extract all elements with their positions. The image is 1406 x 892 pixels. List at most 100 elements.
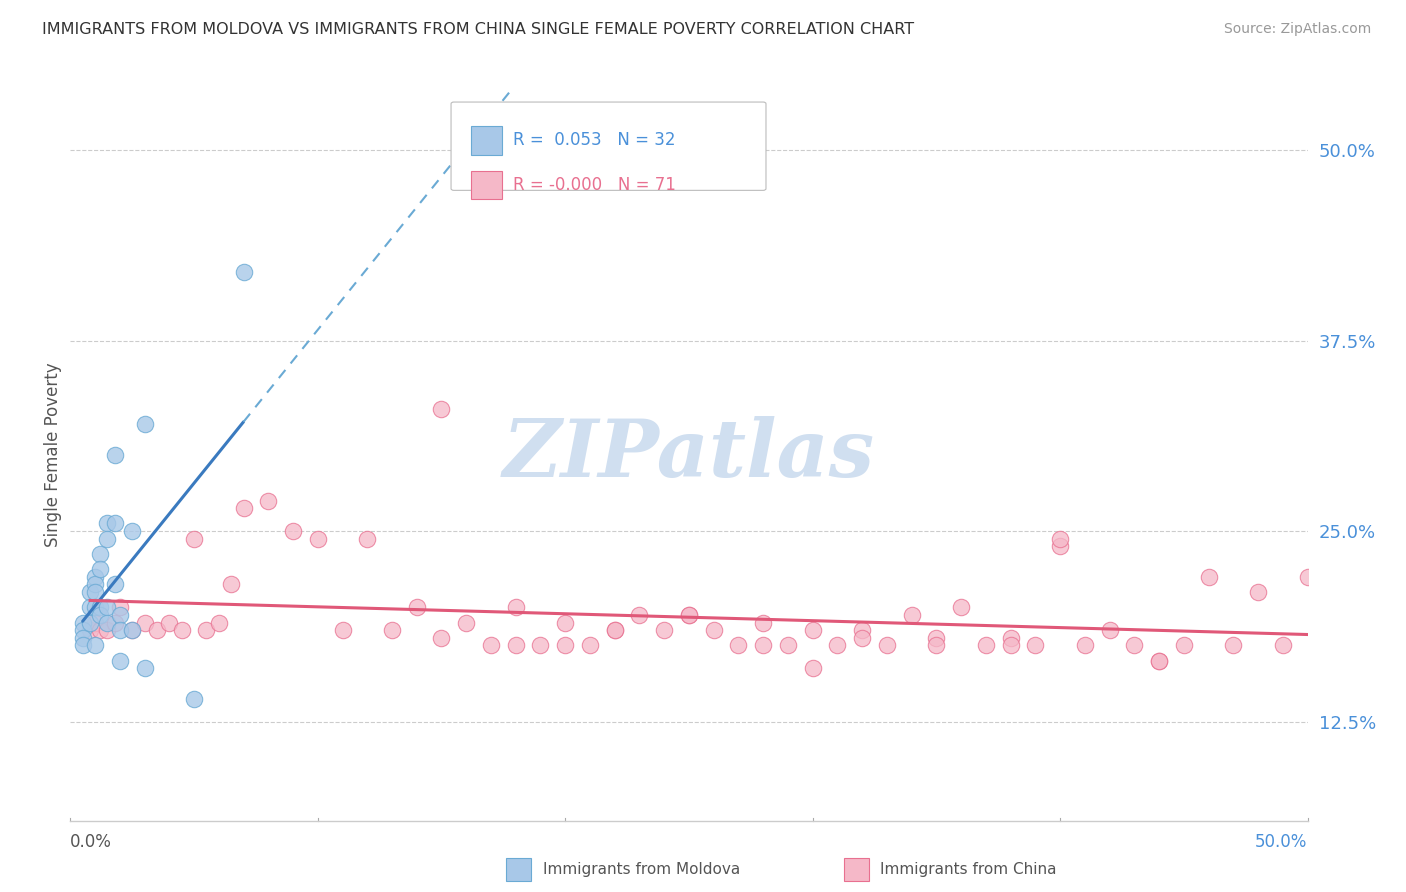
Point [752,615,775,630]
Point [1123,639,1146,653]
Point [208,615,231,630]
Point [1098,623,1121,637]
Point [79,585,101,599]
Point [89,607,111,622]
Point [104,516,127,531]
Text: Immigrants from Moldova: Immigrants from Moldova [543,863,740,877]
Point [628,607,651,622]
Point [703,623,725,637]
Point [1222,639,1244,653]
Point [108,607,131,622]
Text: 0.0%: 0.0% [70,833,112,851]
Point [72,623,94,637]
Point [108,600,131,615]
Point [925,631,948,645]
Point [554,639,576,653]
Point [134,417,156,432]
Point [1198,570,1220,584]
Point [89,547,111,561]
Point [183,691,205,706]
Point [219,577,242,591]
Point [104,615,127,630]
Point [79,600,101,615]
Point [104,448,127,462]
Point [851,631,873,645]
Point [430,402,453,417]
Point [456,615,478,630]
Point [108,623,131,637]
Point [801,661,824,675]
Point [603,623,626,637]
Point [72,615,94,630]
Point [183,532,205,546]
Point [121,623,143,637]
Point [1000,631,1022,645]
Point [232,265,254,279]
Point [104,577,127,591]
Point [84,577,107,591]
Text: IMMIGRANTS FROM MOLDOVA VS IMMIGRANTS FROM CHINA SINGLE FEMALE POVERTY CORRELATI: IMMIGRANTS FROM MOLDOVA VS IMMIGRANTS FR… [42,22,914,37]
Point [232,501,254,516]
Y-axis label: Single Female Poverty: Single Female Poverty [44,363,62,547]
Point [678,607,700,622]
Point [84,615,107,630]
Point [89,623,111,637]
Text: 50.0%: 50.0% [1256,833,1308,851]
Point [84,585,107,599]
Point [96,615,118,630]
Point [752,639,775,653]
Point [1271,639,1294,653]
Point [505,639,527,653]
Point [84,600,107,615]
Point [1147,654,1170,668]
Point [727,639,749,653]
Point [479,639,502,653]
Point [307,532,329,546]
Point [925,639,948,653]
Point [84,570,107,584]
Point [108,654,131,668]
Point [96,600,118,615]
Point [801,623,824,637]
Point [332,623,354,637]
Text: Source: ZipAtlas.com: Source: ZipAtlas.com [1223,22,1371,37]
Point [96,516,118,531]
Point [121,524,143,538]
Point [134,661,156,675]
Point [1296,570,1319,584]
Text: R = -0.000   N = 71: R = -0.000 N = 71 [513,176,676,194]
Point [652,623,675,637]
Point [579,639,602,653]
Point [776,639,799,653]
Point [89,562,111,576]
Point [96,532,118,546]
Point [1173,639,1195,653]
Point [900,607,922,622]
Point [974,639,997,653]
Point [84,639,107,653]
Point [356,532,378,546]
Point [1049,539,1071,553]
Point [79,623,101,637]
Point [1000,639,1022,653]
Point [1049,532,1071,546]
Point [554,615,576,630]
Point [505,600,527,615]
Point [146,623,169,637]
Point [89,600,111,615]
Point [1024,639,1046,653]
Point [1147,654,1170,668]
Point [281,524,304,538]
Point [950,600,973,615]
Text: Immigrants from China: Immigrants from China [880,863,1057,877]
Point [876,639,898,653]
Point [79,615,101,630]
Point [1074,639,1097,653]
Point [121,623,143,637]
Point [72,639,94,653]
Point [603,623,626,637]
Text: R =  0.053   N = 32: R = 0.053 N = 32 [513,131,675,149]
Point [405,600,427,615]
Point [529,639,551,653]
Point [170,623,193,637]
